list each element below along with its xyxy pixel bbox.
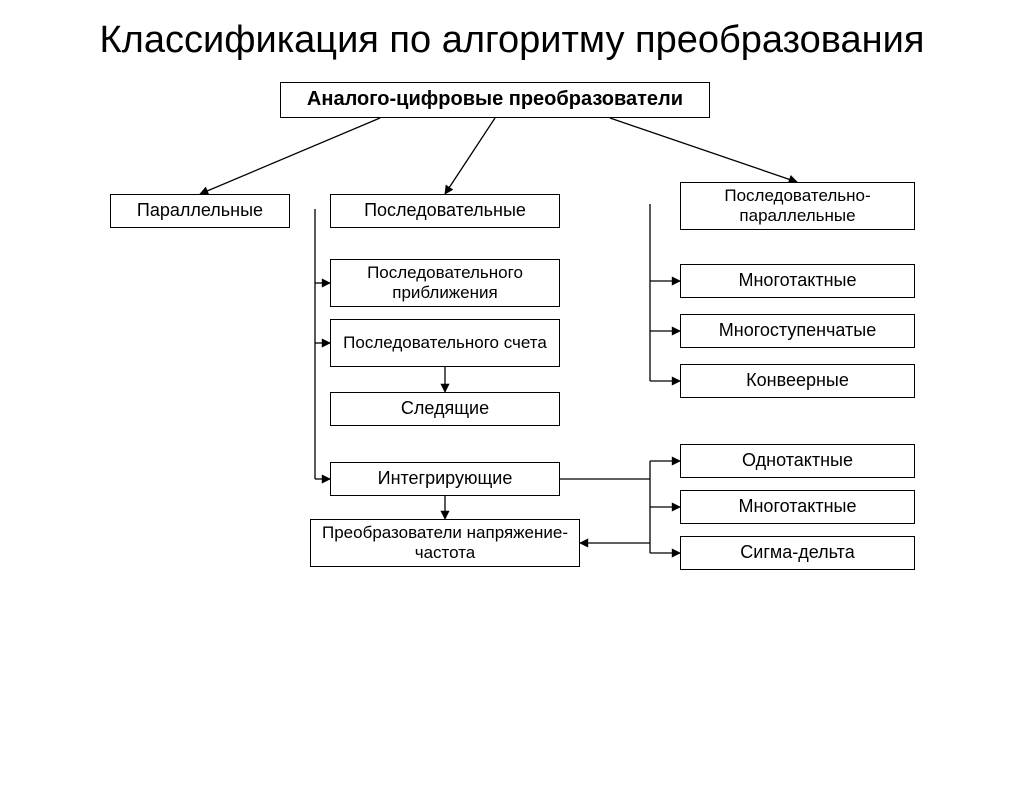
node-sp_b: Многоступенчатые [680,314,915,348]
page-title: Классификация по алгоритму преобразовани… [40,18,984,64]
node-int_b: Многотактные [680,490,915,524]
node-seq_a: Последовательного приближения [330,259,560,307]
node-root: Аналого-цифровые преобразователи [280,82,710,118]
node-seq_d: Интегрирующие [330,462,560,496]
node-seq_c: Следящие [330,392,560,426]
node-sp: Последовательно-параллельные [680,182,915,230]
node-seq_e: Преобразователи напряжение-частота [310,519,580,567]
edge-root_bottom [610,118,797,182]
node-seq: Последовательные [330,194,560,228]
node-sp_c: Конвеерные [680,364,915,398]
node-par: Параллельные [110,194,290,228]
edge-root_bottom [200,118,380,194]
node-int_a: Однотактные [680,444,915,478]
node-seq_b: Последовательного счета [330,319,560,367]
node-int_c: Сигма-дельта [680,536,915,570]
node-sp_a: Многотактные [680,264,915,298]
classification-diagram: Аналого-цифровые преобразователи Параллел… [0,74,1024,694]
edge-root_bottom [445,118,495,194]
